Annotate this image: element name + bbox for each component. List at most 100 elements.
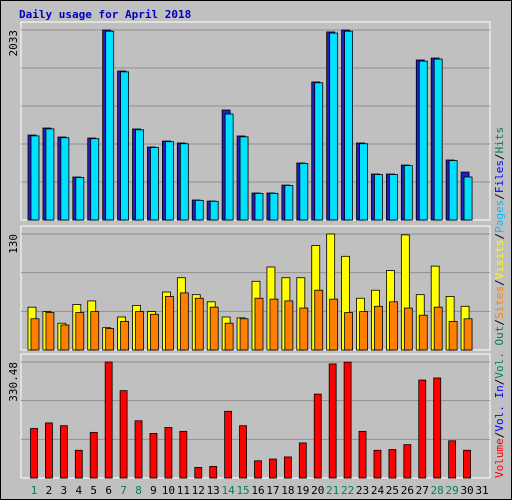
bar [329, 298, 339, 351]
bar [30, 318, 40, 351]
bar [298, 442, 307, 479]
bar [224, 113, 234, 221]
bar [374, 174, 383, 221]
bar [105, 328, 115, 351]
legend-entry: Pages [493, 200, 506, 233]
x-tick-label: 16 [251, 484, 264, 497]
legend-entry: Vol. In [493, 385, 506, 431]
bar [30, 428, 38, 479]
panel [20, 353, 491, 479]
x-tick-label: 6 [105, 484, 112, 497]
x-tick-label: 15 [236, 484, 249, 497]
legend-separator: / [493, 319, 506, 326]
bar [299, 163, 309, 221]
legend-separator: / [493, 279, 506, 286]
bar [164, 296, 174, 351]
legend-separator: / [493, 379, 506, 386]
bar [239, 318, 249, 351]
bar [59, 425, 68, 479]
bar [284, 185, 294, 221]
bar [463, 318, 473, 351]
bar [359, 311, 368, 351]
bar [179, 292, 189, 351]
x-tick-label: 26 [401, 484, 414, 497]
bar [45, 312, 55, 351]
x-tick-label: 19 [296, 484, 309, 497]
x-tick-label: 9 [150, 484, 157, 497]
bar [150, 147, 159, 221]
bar [359, 143, 368, 221]
bar [194, 199, 204, 221]
bar [254, 192, 264, 221]
x-tick-label: 23 [356, 484, 369, 497]
bar [403, 444, 412, 479]
bar [164, 141, 174, 221]
bar [373, 449, 382, 479]
x-tick-label: 29 [446, 484, 459, 497]
x-tick-label: 13 [207, 484, 220, 497]
x-tick-label: 27 [416, 484, 429, 497]
bar [75, 177, 85, 221]
x-tick-label: 22 [341, 484, 354, 497]
bar [314, 82, 324, 221]
bar [90, 311, 100, 351]
chart-title: Daily usage for April 2018 [19, 8, 191, 21]
x-tick-label: 3 [61, 484, 68, 497]
bar [418, 379, 427, 479]
bar [120, 71, 129, 221]
bar [135, 311, 144, 351]
bar [328, 363, 337, 479]
bar [194, 297, 204, 351]
x-tick-label: 20 [311, 484, 324, 497]
x-tick-label: 31 [475, 484, 488, 497]
bar [374, 305, 383, 351]
bar [89, 431, 98, 479]
bar [90, 138, 100, 221]
bar [224, 322, 234, 351]
bar [194, 467, 203, 479]
bar [209, 200, 219, 221]
bar [269, 192, 279, 221]
x-tick-label: 10 [162, 484, 175, 497]
bar [403, 307, 413, 351]
bar [418, 60, 428, 221]
bar [120, 321, 129, 351]
bar [448, 440, 457, 479]
y-tick-label: 2033 [7, 30, 20, 57]
x-tick-label: 4 [75, 484, 82, 497]
x-tick-label: 25 [386, 484, 399, 497]
bar [448, 160, 458, 221]
x-tick-label: 21 [326, 484, 339, 497]
bar [269, 458, 277, 479]
bar [45, 128, 55, 221]
legend-separator: / [493, 153, 506, 160]
x-tick-label: 8 [135, 484, 142, 497]
bar [224, 410, 233, 479]
legend-entry: Sites [493, 286, 506, 319]
bar [239, 136, 249, 221]
bar [403, 165, 413, 221]
y-tick-label: 330.48 [7, 362, 20, 402]
bar [314, 289, 324, 351]
bar [75, 312, 85, 351]
bar [60, 137, 70, 221]
bar [105, 30, 115, 221]
bar [343, 361, 352, 479]
x-tick-label: 14 [222, 484, 236, 497]
bar [239, 425, 247, 479]
bar [344, 312, 354, 351]
x-tick-label: 2 [46, 484, 53, 497]
bar [284, 300, 294, 351]
bar [388, 301, 398, 351]
bar [179, 430, 188, 479]
bar [135, 129, 144, 221]
bar [358, 430, 367, 479]
legend-entry: Hits [493, 127, 506, 154]
x-tick-label: 11 [177, 484, 190, 497]
bar [313, 393, 322, 479]
bar [30, 135, 40, 221]
bar [134, 420, 143, 479]
x-tick-label: 1 [31, 484, 38, 497]
bar [448, 321, 458, 351]
